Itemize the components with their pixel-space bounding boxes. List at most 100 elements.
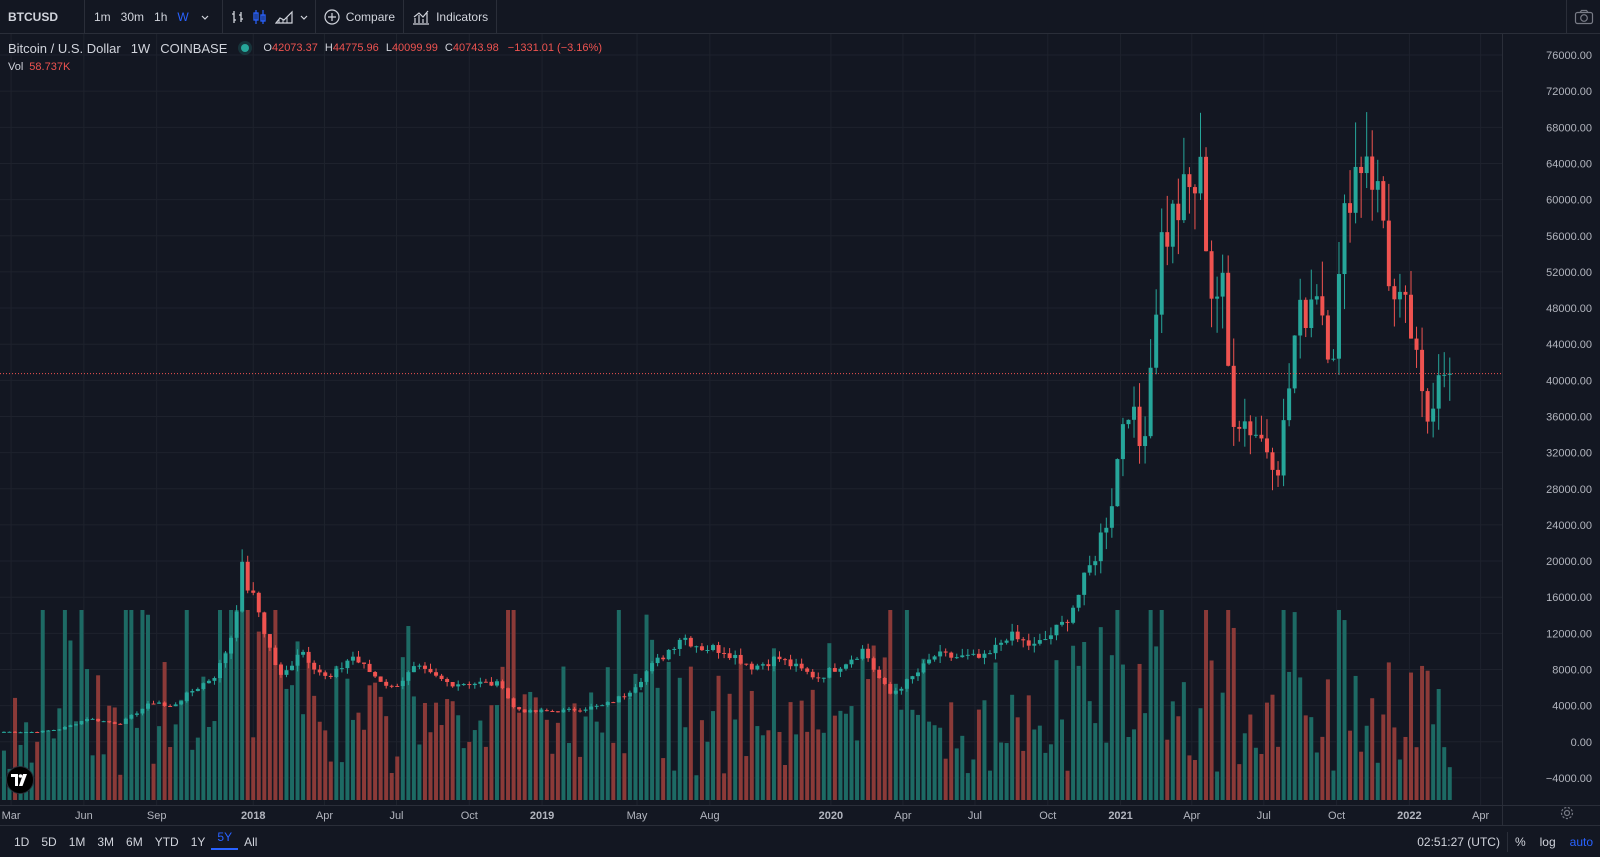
- candle-body: [367, 663, 372, 673]
- chevron-down-icon[interactable]: [194, 0, 216, 34]
- volume-bar: [1287, 671, 1292, 800]
- candle-body: [633, 687, 638, 693]
- volume-bar: [583, 716, 588, 800]
- symbol-search[interactable]: BTCUSD: [8, 9, 58, 24]
- candle-body: [317, 669, 322, 673]
- candle-body: [450, 682, 455, 687]
- x-tick-label: Jul: [968, 810, 982, 822]
- candle-body: [195, 688, 200, 692]
- volume-bar: [716, 675, 721, 800]
- volume-bar: [639, 692, 643, 800]
- volume-bar: [1154, 646, 1159, 800]
- volume-bar: [1436, 688, 1441, 800]
- candle-body: [24, 732, 29, 734]
- x-tick-label: Sep: [147, 810, 167, 822]
- last-price-line: 40743.98: [0, 365, 1600, 382]
- tradingview-logo[interactable]: [6, 766, 34, 794]
- candle-body: [168, 705, 173, 707]
- range-1m[interactable]: 1M: [68, 834, 86, 849]
- candle-body: [511, 698, 516, 708]
- bottom-right-controls: 02:51:27 (UTC) % log auto: [1410, 826, 1600, 857]
- candle-body: [594, 705, 599, 707]
- candle-body: [472, 683, 477, 686]
- volume-bar: [816, 729, 821, 800]
- volume-bar: [483, 746, 488, 800]
- percent-toggle[interactable]: %: [1514, 835, 1526, 849]
- volume-bar: [328, 761, 333, 800]
- y-tick-label: 40000.00: [1546, 375, 1592, 387]
- y-tick-label: 4000.00: [1552, 701, 1592, 713]
- market-status-dot[interactable]: [241, 44, 250, 52]
- volume-bar: [1298, 677, 1303, 800]
- candle-body: [273, 647, 278, 666]
- volume-bar: [1043, 752, 1048, 800]
- x-tick-label: 2018: [241, 810, 265, 822]
- volume-bar: [1137, 663, 1142, 800]
- volume-bar: [855, 740, 860, 800]
- volume-bar: [744, 756, 749, 800]
- candle-body: [234, 611, 239, 638]
- candle-body: [888, 683, 893, 694]
- compare-label: Compare: [345, 9, 396, 24]
- range-all[interactable]: All: [244, 834, 258, 849]
- utc-clock[interactable]: 02:51:27 (UTC): [1417, 835, 1500, 849]
- volume-bar: [993, 662, 998, 800]
- series-title: Bitcoin / U.S. Dollar: [8, 40, 121, 56]
- log-toggle[interactable]: log: [1539, 835, 1556, 849]
- area-chart-type-icon[interactable]: [271, 0, 297, 34]
- settings-gear-icon[interactable]: [1558, 804, 1576, 822]
- candles-chart-type-icon[interactable]: [249, 0, 271, 34]
- timeframe-w[interactable]: W: [177, 9, 189, 24]
- range-5y[interactable]: 5Y: [211, 826, 239, 850]
- volume-bar: [849, 706, 854, 800]
- volume-bar: [500, 666, 505, 800]
- volume-bar: [240, 610, 245, 800]
- screenshot-camera-icon[interactable]: [1566, 0, 1600, 34]
- candle-body: [1104, 527, 1109, 533]
- indicators-button[interactable]: Indicators: [404, 0, 496, 34]
- candle-body: [705, 650, 710, 652]
- volume-bar: [162, 662, 167, 800]
- volume-bar: [578, 756, 583, 800]
- timeframe-1h[interactable]: 1h: [154, 9, 168, 24]
- x-tick-label: 2019: [530, 810, 554, 822]
- candle-body: [483, 681, 488, 683]
- range-6m[interactable]: 6M: [126, 834, 143, 849]
- volume-bar: [229, 610, 234, 800]
- volume-bar: [1076, 665, 1081, 800]
- volume-bar: [223, 652, 228, 800]
- chevron-down-icon[interactable]: [297, 0, 311, 34]
- candle-body: [816, 677, 821, 679]
- y-tick-label: 64000.00: [1546, 158, 1592, 170]
- chart-grid: [0, 34, 1502, 805]
- volume-bar: [1004, 743, 1009, 800]
- timeframe-1m[interactable]: 1m: [94, 9, 111, 24]
- candle-body: [1120, 424, 1125, 460]
- candle-body: [157, 702, 162, 704]
- auto-scale-toggle[interactable]: auto: [1569, 835, 1593, 849]
- volume-bar: [439, 725, 444, 800]
- volume-bar: [140, 610, 145, 800]
- candle-body: [96, 718, 101, 722]
- candle-body: [965, 654, 970, 656]
- candle-body: [616, 696, 621, 703]
- range-1d[interactable]: 1D: [14, 834, 30, 849]
- candle-body: [938, 651, 943, 657]
- volume-bar: [987, 770, 992, 800]
- range-5d[interactable]: 5D: [41, 834, 57, 849]
- volume-bar: [727, 693, 732, 800]
- compare-button[interactable]: Compare: [316, 0, 403, 34]
- candle-body: [85, 719, 90, 722]
- volume-bar: [273, 610, 278, 800]
- bar-chart-type-icon[interactable]: [227, 0, 249, 34]
- volume-bar: [832, 715, 837, 800]
- range-3m[interactable]: 3M: [97, 834, 115, 849]
- range-1y[interactable]: 1Y: [190, 834, 206, 849]
- volume-bar: [1170, 701, 1175, 800]
- range-ytd[interactable]: YTD: [154, 834, 179, 849]
- y-tick-label: 68000.00: [1546, 122, 1592, 134]
- timeframe-30m[interactable]: 30m: [120, 9, 145, 24]
- candle-body: [112, 722, 117, 724]
- candle-body: [611, 702, 616, 704]
